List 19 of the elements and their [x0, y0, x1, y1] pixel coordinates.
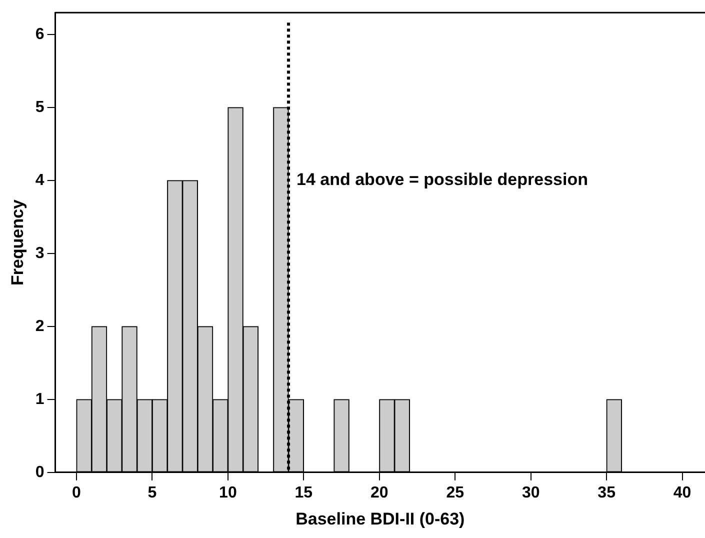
x-tick-label: 10	[219, 484, 237, 502]
y-tick-label: 5	[35, 98, 44, 116]
ref-line-label: 14 and above = possible depression	[296, 170, 588, 190]
x-tick-label: 15	[294, 484, 313, 502]
y-tick-label: 0	[35, 464, 44, 481]
x-axis-title: Baseline BDI-II (0-63)	[296, 509, 465, 528]
x-tick-label: 30	[522, 484, 540, 502]
x-tick-label: 40	[673, 484, 692, 502]
x-tick-label: 35	[598, 484, 616, 502]
x-tick-label: 5	[148, 484, 157, 502]
y-tick-label: 6	[35, 26, 44, 43]
x-tick-label: 20	[370, 484, 388, 502]
y-tick-label: 2	[35, 318, 44, 335]
y-tick-label: 4	[35, 172, 44, 189]
y-tick-label: 3	[35, 244, 44, 262]
x-tick-label: 0	[72, 484, 82, 502]
y-tick-label: 1	[35, 390, 44, 408]
x-tick-label: 25	[446, 484, 464, 502]
y-axis-title: Frequency	[8, 198, 27, 286]
